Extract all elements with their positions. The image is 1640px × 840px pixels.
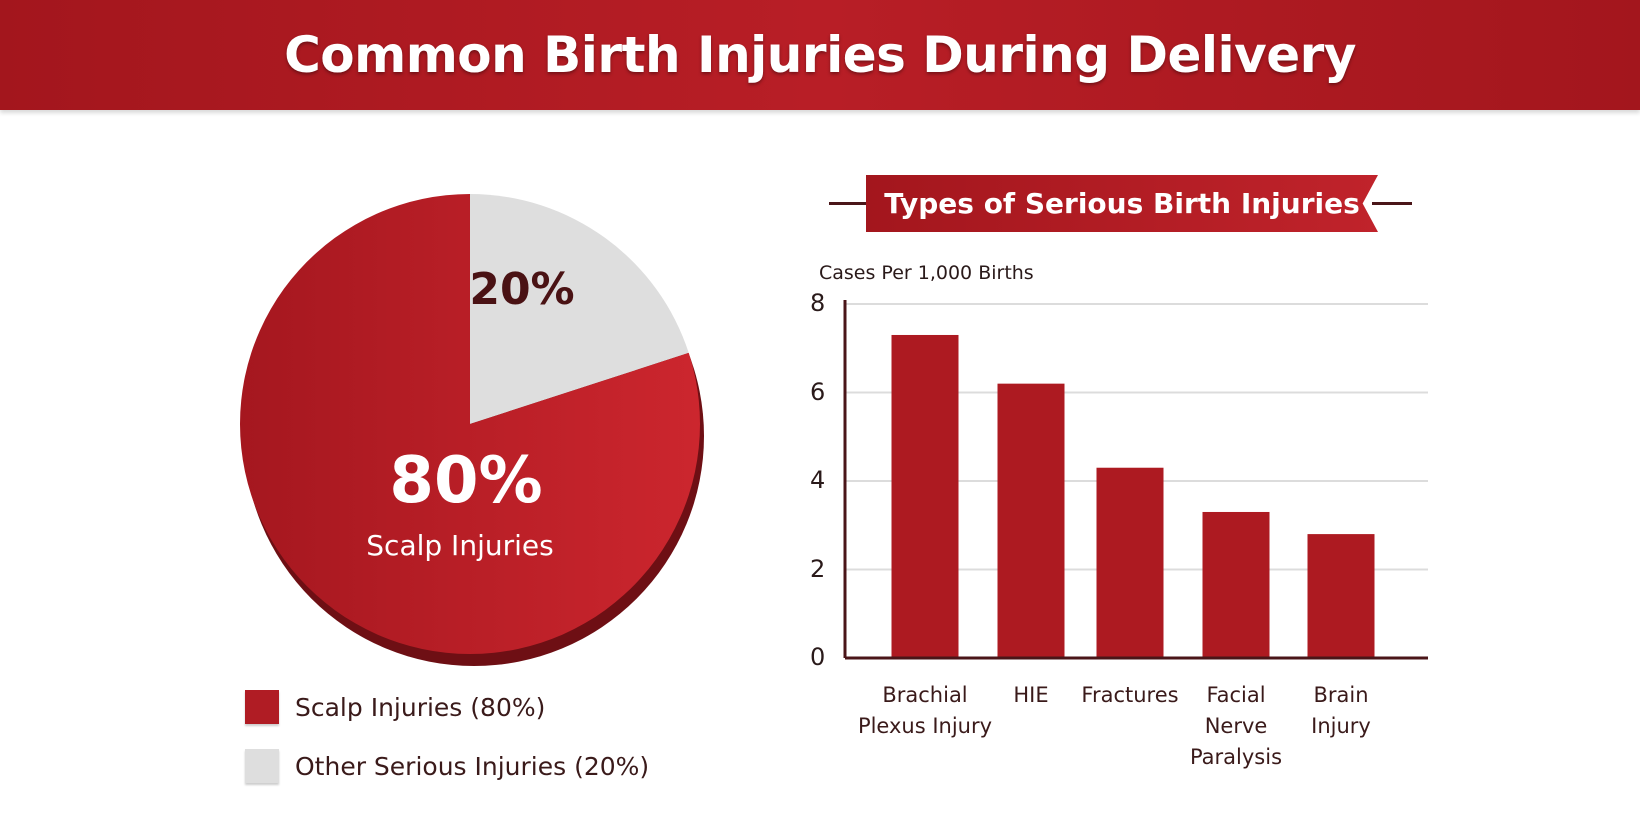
x-category-label-line: HIE xyxy=(1013,683,1049,707)
x-category-label-line: Paralysis xyxy=(1189,745,1283,769)
x-category-label: HIE xyxy=(956,680,1106,711)
banner-line-left xyxy=(829,202,869,205)
bar-brachial-plexus-injury xyxy=(891,334,959,658)
x-category-label: Facial Nerve Paralysis xyxy=(1161,680,1311,773)
header-banner: Common Birth Injuries During Delivery xyxy=(0,0,1640,110)
y-tick-label: 0 xyxy=(810,643,826,671)
pie-label-other-percent: 20% xyxy=(469,264,574,315)
x-category-label-line: Injury xyxy=(1311,714,1371,738)
x-category-label-line: Facial xyxy=(1206,683,1266,707)
legend-swatch-gray xyxy=(245,749,279,783)
bar-hie xyxy=(997,383,1065,658)
x-category-label-line: Plexus Injury xyxy=(857,714,993,738)
page-title: Common Birth Injuries During Delivery xyxy=(284,26,1356,84)
pie-label-scalp-name: Scalp Injuries xyxy=(366,529,553,562)
legend-item-scalp: Scalp Injuries (80%) xyxy=(245,690,545,724)
x-category-label-line: Fractures xyxy=(1081,683,1179,707)
y-tick-label: 2 xyxy=(810,554,826,583)
y-tick-label: 6 xyxy=(810,377,826,406)
x-category-label-line: Brachial xyxy=(882,683,968,707)
bar-brain-injury xyxy=(1307,534,1375,658)
x-category-label: Brachial Plexus Injury xyxy=(850,680,1000,742)
x-category-label-line: Brain xyxy=(1313,683,1369,707)
legend-label: Other Serious Injuries (20%) xyxy=(295,751,650,781)
x-category-label: Brain Injury xyxy=(1266,680,1416,742)
x-category-label: Fractures xyxy=(1055,680,1205,711)
legend-label: Scalp Injuries (80%) xyxy=(295,692,546,722)
bar-facial-nerve-paralysis xyxy=(1202,511,1270,658)
x-category-label-line: Nerve xyxy=(1204,714,1268,738)
y-tick-label: 4 xyxy=(810,466,826,494)
pie-slice-other-serious-injuries xyxy=(470,194,689,424)
bar-fractures xyxy=(1096,467,1164,658)
pie-label-scalp-percent: 80% xyxy=(389,444,542,518)
banner-line-right xyxy=(1372,202,1412,205)
pie-slice-scalp-injuries xyxy=(239,194,700,654)
y-tick-label: 8 xyxy=(810,289,826,317)
bar-chart-title: Types of Serious Birth Injuries xyxy=(866,175,1378,232)
legend-item-other: Other Serious Injuries (20%) xyxy=(245,749,649,783)
y-axis-label: Cases Per 1,000 Births xyxy=(819,262,1034,284)
legend-swatch-red xyxy=(245,690,279,724)
